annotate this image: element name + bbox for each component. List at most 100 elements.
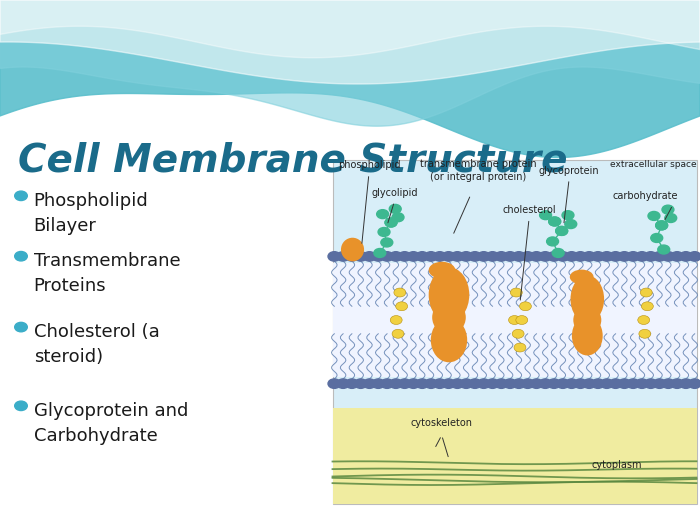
Circle shape: [512, 329, 524, 338]
Circle shape: [425, 251, 438, 261]
Text: Cell Membrane Structure: Cell Membrane Structure: [18, 142, 567, 180]
Circle shape: [391, 316, 402, 324]
Circle shape: [583, 251, 596, 261]
Circle shape: [363, 251, 376, 261]
Circle shape: [566, 379, 578, 388]
Circle shape: [639, 329, 651, 338]
Circle shape: [398, 251, 411, 261]
Circle shape: [641, 302, 653, 311]
Circle shape: [562, 211, 574, 219]
Circle shape: [372, 379, 384, 388]
Circle shape: [530, 251, 542, 261]
Circle shape: [539, 251, 552, 261]
Circle shape: [495, 379, 508, 388]
Ellipse shape: [428, 262, 455, 279]
Circle shape: [640, 288, 652, 297]
Circle shape: [656, 221, 668, 230]
Circle shape: [442, 251, 455, 261]
Circle shape: [566, 251, 578, 261]
Circle shape: [486, 379, 499, 388]
Circle shape: [389, 251, 402, 261]
Circle shape: [495, 251, 508, 261]
Circle shape: [508, 316, 521, 324]
Circle shape: [451, 251, 463, 261]
Text: cytoplasm: cytoplasm: [592, 459, 642, 470]
Circle shape: [522, 379, 534, 388]
Circle shape: [385, 218, 397, 227]
Circle shape: [433, 379, 446, 388]
Text: cholesterol: cholesterol: [502, 205, 556, 215]
Circle shape: [636, 251, 648, 261]
Circle shape: [656, 221, 668, 230]
Circle shape: [460, 251, 473, 261]
Circle shape: [549, 217, 561, 226]
Circle shape: [548, 379, 561, 388]
Circle shape: [346, 379, 358, 388]
Circle shape: [512, 251, 525, 261]
Circle shape: [363, 379, 376, 388]
Circle shape: [328, 379, 341, 388]
Text: transmembrane protein: transmembrane protein: [420, 159, 536, 169]
Circle shape: [451, 379, 463, 388]
Circle shape: [648, 212, 660, 220]
Circle shape: [574, 251, 587, 261]
Circle shape: [651, 234, 663, 243]
Circle shape: [539, 379, 552, 388]
Circle shape: [522, 251, 534, 261]
Bar: [332, 160, 696, 504]
Circle shape: [540, 211, 552, 219]
Circle shape: [346, 251, 358, 261]
Ellipse shape: [573, 306, 601, 334]
Circle shape: [460, 379, 473, 388]
Circle shape: [398, 379, 411, 388]
Text: (or integral protein): (or integral protein): [430, 173, 526, 183]
Circle shape: [407, 379, 420, 388]
Circle shape: [468, 379, 481, 388]
Circle shape: [442, 379, 455, 388]
Circle shape: [601, 379, 613, 388]
Circle shape: [653, 251, 666, 261]
Circle shape: [636, 379, 648, 388]
Circle shape: [407, 251, 420, 261]
Circle shape: [385, 218, 397, 227]
Circle shape: [15, 251, 27, 261]
Circle shape: [530, 379, 542, 388]
Circle shape: [510, 288, 522, 297]
Circle shape: [381, 238, 393, 247]
Circle shape: [645, 379, 657, 388]
Circle shape: [618, 251, 631, 261]
Circle shape: [468, 251, 481, 261]
Circle shape: [665, 214, 677, 223]
Circle shape: [486, 251, 499, 261]
Circle shape: [394, 288, 406, 297]
Ellipse shape: [572, 316, 603, 355]
Circle shape: [512, 379, 525, 388]
Circle shape: [645, 251, 657, 261]
Circle shape: [433, 251, 446, 261]
Circle shape: [354, 251, 367, 261]
Circle shape: [688, 379, 700, 388]
Text: extracellular space: extracellular space: [610, 160, 696, 169]
Circle shape: [627, 379, 640, 388]
Circle shape: [592, 251, 604, 261]
Circle shape: [516, 316, 528, 324]
Circle shape: [15, 401, 27, 411]
Circle shape: [680, 251, 692, 261]
Circle shape: [627, 251, 640, 261]
Ellipse shape: [570, 276, 604, 323]
Circle shape: [609, 379, 622, 388]
Circle shape: [680, 379, 692, 388]
Circle shape: [609, 251, 622, 261]
Circle shape: [337, 251, 349, 261]
Circle shape: [601, 251, 613, 261]
Circle shape: [583, 379, 596, 388]
Circle shape: [337, 379, 349, 388]
Ellipse shape: [428, 267, 469, 322]
Circle shape: [378, 227, 390, 236]
Circle shape: [389, 379, 402, 388]
Circle shape: [548, 251, 561, 261]
Circle shape: [662, 251, 675, 261]
Circle shape: [15, 322, 27, 332]
Circle shape: [377, 209, 389, 218]
Text: Glycoprotein and
Carbohydrate: Glycoprotein and Carbohydrate: [34, 402, 188, 445]
